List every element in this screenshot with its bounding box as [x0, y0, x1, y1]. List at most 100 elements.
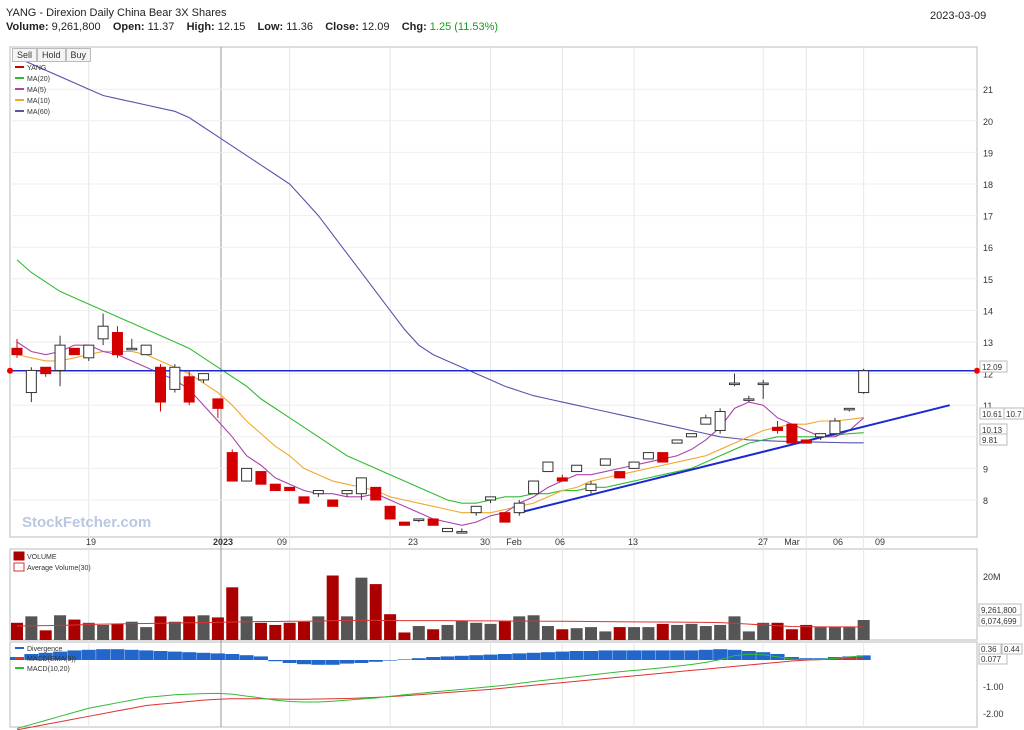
divergence-bar — [684, 650, 699, 660]
x-tick-label: Mar — [784, 537, 800, 547]
volume-bar — [326, 575, 339, 640]
price-tick-label: 13 — [983, 338, 993, 348]
price-tick-label: 12 — [983, 370, 993, 380]
divergence-bar — [325, 660, 340, 665]
volume-bar — [240, 616, 253, 640]
volume-bar — [11, 622, 23, 640]
candle-body — [54, 344, 66, 371]
legend-label: MA(60) — [27, 109, 50, 116]
macd-panel-border — [9, 641, 978, 728]
divergence-bar — [196, 652, 211, 660]
divergence-bar — [627, 650, 642, 660]
divergence-bar — [670, 650, 685, 660]
legend-label: MA(10) — [27, 98, 50, 105]
candle-body — [155, 366, 166, 403]
volume-bar — [714, 624, 727, 640]
candle-body — [499, 512, 511, 523]
close-value: 12.09 — [361, 21, 390, 33]
volume-bar — [125, 621, 138, 640]
candle-body — [757, 382, 769, 386]
volume-bar — [771, 622, 784, 640]
candle-body — [485, 496, 497, 501]
divergence-bar — [426, 657, 441, 660]
close-level-marker-left — [7, 367, 13, 374]
volume-bar — [312, 616, 325, 640]
volume-bar — [814, 627, 827, 640]
candle-body — [312, 490, 324, 495]
candle-body — [284, 486, 296, 492]
price-tick-label: 15 — [983, 275, 993, 285]
macd-legend-label: MACD(10,20) — [27, 666, 70, 673]
divergence-bar — [756, 652, 771, 660]
volume-bar — [355, 577, 368, 640]
macd-tag: 0.36 — [981, 645, 997, 654]
price-tick-label: 21 — [983, 85, 993, 95]
volume-bar — [800, 624, 813, 640]
volume-bar — [398, 632, 411, 640]
price-tick-label: 20 — [983, 117, 993, 127]
volume-bar — [39, 630, 52, 640]
divergence-bar — [38, 652, 53, 660]
divergence-bar — [784, 657, 799, 660]
divergence-bar — [698, 649, 713, 660]
candle-body — [800, 439, 812, 444]
divergence-bar — [297, 660, 311, 665]
macd-ema-line — [16, 657, 864, 730]
divergence-bar — [340, 660, 355, 664]
ticker-name: Direxion Daily China Bear 3X Shares — [46, 7, 227, 19]
volume-bar — [671, 624, 684, 640]
volume-bar — [757, 622, 770, 640]
price-tick-label: 16 — [983, 243, 993, 253]
candle-body — [198, 373, 210, 381]
volume-bar — [785, 629, 798, 640]
ma20-line — [16, 259, 864, 504]
x-tick-label: 2023 — [213, 537, 233, 547]
candle-body — [772, 426, 784, 431]
hold-button[interactable]: Hold — [37, 48, 66, 62]
candle-body — [226, 452, 238, 482]
macd-line — [16, 653, 864, 729]
volume-bar — [54, 615, 67, 640]
volume-legend-swatch — [13, 551, 25, 561]
candle-body — [327, 499, 339, 507]
candle-body — [40, 366, 52, 375]
volume-bar — [613, 627, 626, 640]
candle-body — [111, 332, 123, 356]
candle-body — [513, 502, 525, 514]
buy-button[interactable]: Buy — [65, 48, 92, 62]
volume-bar — [828, 627, 841, 640]
volume-bar — [628, 627, 641, 640]
divergence-bar — [182, 652, 197, 660]
open-value: 11.37 — [147, 21, 175, 33]
candle-body — [298, 496, 310, 504]
close-level-marker-right — [974, 367, 980, 374]
x-tick-label: Feb — [506, 537, 522, 547]
price-tick-label: 18 — [983, 180, 993, 190]
divergence-bar — [354, 660, 369, 663]
divergence-bar — [253, 656, 268, 660]
candle-body — [370, 486, 382, 501]
price-tag: 10.13 — [982, 426, 1003, 435]
candle-body — [542, 461, 554, 473]
candle-body — [169, 366, 181, 390]
volume-bar — [154, 616, 167, 640]
sell-button[interactable]: Sell — [12, 48, 38, 62]
x-tick-label: 09 — [875, 537, 885, 547]
divergence-bar — [799, 658, 814, 660]
divergence-bar — [526, 652, 541, 660]
volume-bar — [556, 629, 569, 640]
macd-tag: 0.44 — [1004, 645, 1020, 654]
candle-body — [585, 483, 597, 492]
divergence-bar — [368, 660, 383, 662]
price-tag: 10.61 — [982, 410, 1003, 419]
macd-tag-box — [1001, 643, 1023, 655]
watermark: StockFetcher.com — [22, 514, 151, 531]
divergence-bar — [440, 656, 455, 660]
quote-line: Volume: 9,261,800 Open: 11.37 High: 12.1… — [6, 21, 498, 33]
candle-body — [11, 347, 23, 356]
volume-bar — [341, 616, 354, 640]
candle-body — [255, 471, 267, 485]
volume-bar — [599, 631, 612, 640]
volume-label: Volume: — [6, 21, 49, 33]
candle-body — [614, 471, 626, 479]
